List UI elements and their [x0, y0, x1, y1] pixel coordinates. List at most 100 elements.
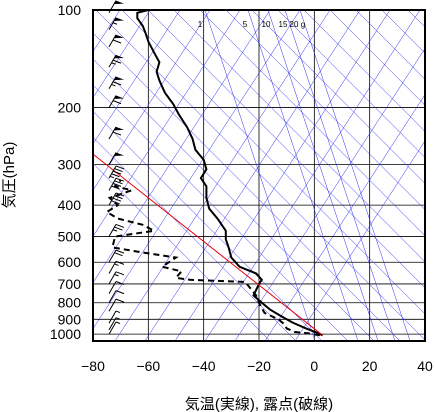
mixing-ratio-line [299, 10, 411, 341]
dry-adiabat-line [93, 110, 323, 341]
dry-adiabat-line [251, 10, 425, 184]
wind-barb-half-flag [109, 175, 115, 179]
y-tick-label: 200 [58, 100, 82, 116]
y-tick-label: 900 [58, 311, 82, 327]
wind-barb-staff [108, 271, 117, 285]
dry-adiabat-line [407, 10, 425, 28]
wind-barb-flag [115, 260, 125, 265]
dry-adiabat-line [277, 10, 425, 158]
wind-barb-staff [108, 261, 117, 274]
dry-adiabat-line [225, 10, 425, 210]
wind-barb [108, 17, 124, 30]
y-tick-label: 100 [58, 2, 82, 18]
wind-barbs [108, 0, 125, 335]
wind-barb-pennant [114, 95, 124, 99]
wind-barb-half-flag [115, 317, 121, 320]
x-tick-label: 20 [362, 358, 378, 374]
dry-adiabat-line [303, 10, 425, 132]
wind-barb-half-flag [111, 83, 116, 87]
dry-adiabat-line [93, 32, 401, 341]
wind-barb-pennant [114, 34, 124, 39]
dry-adiabat-line [329, 10, 425, 106]
moist-adiabat-line [264, 94, 425, 341]
wind-barb-half-flag [115, 321, 121, 324]
x-tick-label: −40 [192, 358, 216, 374]
mixing-ratio-label: 1 [198, 20, 203, 29]
temperature-line [136, 10, 324, 337]
moist-adiabat-line [294, 140, 425, 341]
wind-barb-flag [114, 252, 123, 257]
wind-barb [108, 321, 121, 335]
moist-adiabat-line [114, 10, 331, 341]
wind-barb [108, 290, 125, 303]
wind-barb [108, 281, 125, 294]
moist-adiabat-line [93, 10, 211, 191]
wind-barb-flag [115, 177, 125, 182]
wind-barb-staff [108, 321, 117, 335]
moist-adiabat-line [93, 10, 271, 283]
wind-barb-pennant [114, 17, 124, 22]
moist-adiabat-line [93, 10, 181, 145]
wind-barb-flag [115, 165, 125, 170]
wind-barb-flag [111, 200, 120, 205]
dry-adiabat-line [93, 84, 349, 341]
wind-barb-flag [112, 39, 122, 44]
grid [92, 9, 426, 341]
wind-barb [108, 95, 124, 108]
moist-adiabat-line [144, 10, 361, 341]
moist-adiabat-line [93, 10, 151, 99]
y-tick-label: 700 [58, 276, 82, 292]
wind-barb-staff [108, 249, 117, 263]
wind-barb-staff [108, 281, 117, 294]
dry-adiabat-line [355, 10, 425, 80]
wind-barb-flag [112, 100, 122, 105]
wind-barb-flag [115, 298, 125, 303]
wind-barb-flag [112, 182, 122, 187]
wind-barb-flag [115, 290, 125, 295]
wind-barb-pennant [114, 0, 124, 5]
wind-barb-flag [112, 81, 122, 86]
x-tick-label: −60 [136, 358, 160, 374]
wind-barb-flag [111, 173, 120, 178]
wind-barb-pennant [114, 54, 124, 59]
wind-barb-staff [108, 224, 117, 237]
wind-barb-flag [115, 249, 125, 254]
wind-barb [108, 34, 124, 48]
x-tick-label: −80 [81, 358, 105, 374]
dry-adiabat-line [95, 10, 425, 341]
dry-adiabat-line [199, 10, 425, 237]
wind-barb-half-flag [114, 273, 119, 277]
x-tick-label: −20 [247, 358, 271, 374]
mixing-ratio-line [267, 10, 379, 341]
wind-barb-pennant [114, 152, 124, 156]
parcel-line [93, 153, 323, 336]
mixing-ratio-label: 10 [262, 20, 271, 29]
wind-barb-flag [112, 197, 122, 202]
wind-barb-flag [115, 281, 125, 285]
dry-adiabat-line [121, 10, 425, 315]
y-tick-label: 400 [58, 197, 82, 213]
y-tick-label: 500 [58, 229, 82, 245]
y-tick-label: 600 [58, 254, 82, 270]
dewpoint-line [104, 179, 321, 337]
wind-barb [108, 192, 125, 206]
wind-barb-half-flag [112, 22, 118, 25]
moist-adiabat-line [93, 10, 241, 237]
wind-barb-flag [115, 223, 125, 228]
wind-barb [108, 271, 125, 285]
dry-adiabat-line [173, 10, 425, 263]
wind-barb [108, 317, 121, 331]
y-tick-label: 800 [58, 295, 82, 311]
mixing-ratio-labels: 1 5 10 15 20 g [198, 20, 305, 29]
wind-barb [108, 165, 125, 179]
wind-barb-staff [108, 192, 117, 206]
wind-barb-staff [108, 310, 117, 324]
wind-barb [108, 177, 125, 191]
mixing-ratio-label: 20 [290, 20, 299, 29]
wind-barb-flag [112, 59, 122, 64]
wind-barb-flag [111, 185, 120, 190]
wind-barb-pennant [114, 126, 124, 131]
wind-barb-flag [112, 131, 122, 136]
wind-barb [108, 152, 124, 165]
series-group [93, 10, 324, 337]
